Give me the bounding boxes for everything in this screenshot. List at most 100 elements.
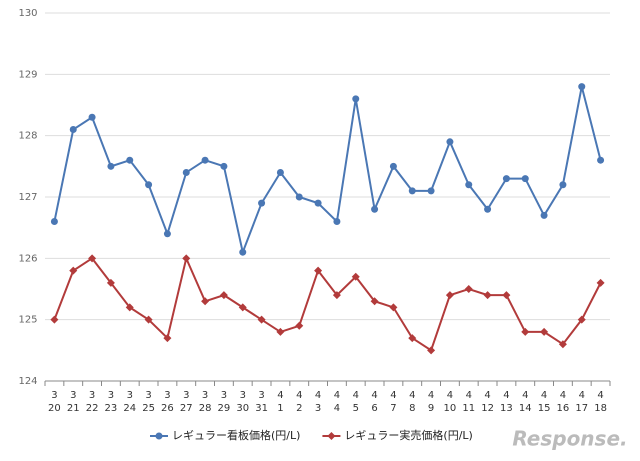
x-tick-label: 4 [579, 390, 585, 401]
x-tick-label: 4 [560, 390, 566, 401]
x-tick-label: 28 [199, 403, 212, 414]
point [295, 193, 303, 201]
point [408, 334, 417, 343]
point [521, 327, 530, 336]
point [238, 303, 247, 312]
point [540, 327, 549, 336]
point [126, 156, 134, 164]
point [50, 218, 58, 226]
point [578, 83, 586, 91]
x-tick-label: 18 [594, 403, 607, 414]
x-tick-label: 4 [466, 390, 472, 401]
point [88, 254, 97, 263]
x-tick-label: 31 [255, 403, 268, 414]
point [596, 278, 605, 287]
y-tick-label: 126 [18, 253, 37, 264]
point [558, 340, 567, 349]
series-line [53, 86, 602, 256]
point [201, 156, 209, 164]
x-tick-label: 3 [315, 403, 321, 414]
x-tick-label: 8 [409, 403, 415, 414]
point [257, 315, 266, 324]
point [521, 175, 529, 183]
point [332, 291, 341, 300]
point [276, 327, 285, 336]
x-tick-label: 7 [390, 403, 396, 414]
x-tick-label: 3 [183, 390, 189, 401]
y-tick-label: 129 [18, 69, 37, 80]
point [597, 156, 605, 164]
point [445, 291, 454, 300]
watermark: Response. [512, 427, 627, 451]
x-tick-label: 4 [315, 390, 321, 401]
point [144, 315, 153, 324]
point [446, 138, 454, 146]
point [314, 266, 323, 275]
x-tick-label: 21 [67, 403, 80, 414]
y-tick-label: 128 [18, 131, 37, 142]
x-tick-label: 16 [557, 403, 570, 414]
x-tick-label: 3 [202, 390, 208, 401]
x-tick-label: 4 [390, 390, 396, 401]
x-tick-label: 4 [541, 390, 547, 401]
point [559, 181, 567, 189]
point [219, 291, 228, 300]
x-tick-label: 3 [145, 390, 151, 401]
point [408, 187, 416, 195]
point [540, 211, 548, 219]
x-tick-label: 4 [334, 390, 340, 401]
x-tick-label: 13 [500, 403, 513, 414]
x-tick-label: 27 [180, 403, 193, 414]
point [371, 205, 379, 213]
x-tick-label: 30 [236, 403, 249, 414]
x-tick-label: 3 [108, 390, 114, 401]
point [88, 113, 96, 121]
point [106, 278, 115, 287]
x-tick-label: 3 [221, 390, 227, 401]
x-tick-label: 29 [218, 403, 231, 414]
x-tick-label: 3 [240, 390, 246, 401]
point [182, 168, 190, 176]
y-tick-label: 130 [18, 8, 37, 19]
x-tick-label: 20 [48, 403, 61, 414]
x-tick-label: 17 [575, 403, 588, 414]
x-tick-label: 3 [70, 390, 76, 401]
x-tick-label: 26 [161, 403, 174, 414]
x-tick-label: 4 [522, 390, 528, 401]
x-tick-label: 4 [334, 403, 340, 414]
point [276, 168, 284, 176]
point [389, 162, 397, 170]
x-tick-label: 4 [503, 390, 509, 401]
x-tick-label: 1 [277, 403, 283, 414]
x-tick-label: 4 [484, 390, 490, 401]
point [50, 315, 59, 324]
x-tick-label: 3 [127, 390, 133, 401]
point [465, 181, 473, 189]
point [427, 346, 436, 355]
y-tick-label: 124 [18, 376, 37, 387]
point [69, 266, 78, 275]
point [182, 254, 191, 263]
point [333, 218, 341, 226]
x-tick-label: 25 [142, 403, 155, 414]
legend-marker [327, 432, 336, 440]
legend-label: レギュラー実売価格(円/L) [344, 428, 472, 442]
point [314, 199, 322, 207]
point [69, 126, 77, 134]
point [502, 175, 510, 183]
x-tick-label: 2 [296, 403, 302, 414]
x-tick-label: 4 [428, 390, 434, 401]
x-tick-label: 23 [105, 403, 118, 414]
x-tick-label: 4 [371, 390, 377, 401]
x-tick-label: 15 [538, 403, 551, 414]
point [483, 291, 492, 300]
point [352, 95, 360, 103]
x-tick-label: 4 [447, 390, 453, 401]
x-tick-label: 10 [444, 403, 457, 414]
point [145, 181, 153, 189]
point [201, 297, 210, 306]
x-tick-label: 5 [353, 403, 359, 414]
point [220, 162, 228, 170]
point [370, 297, 379, 306]
